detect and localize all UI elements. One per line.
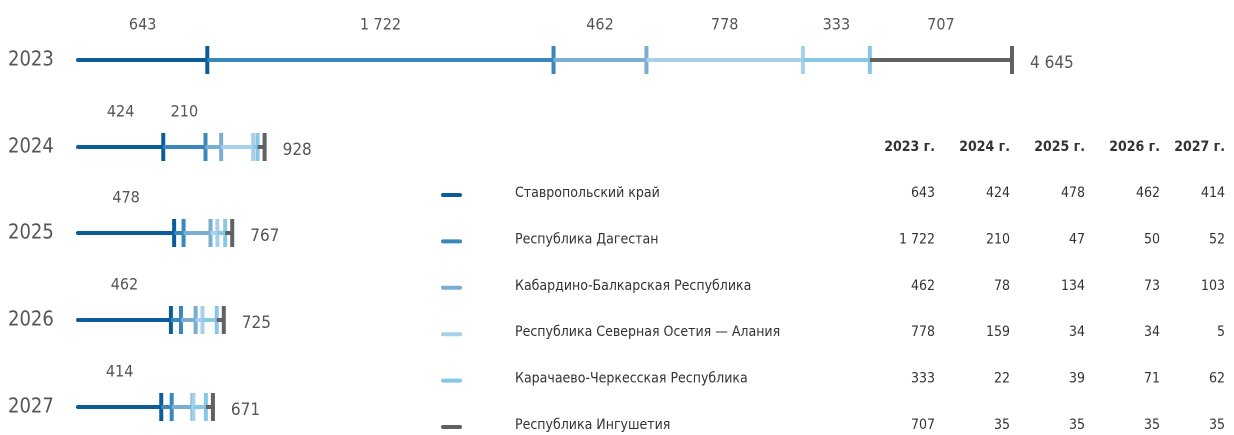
year-label: 2023 xyxy=(8,47,54,71)
table-cell: 462 xyxy=(911,278,935,294)
segment-label: 478 xyxy=(112,188,139,207)
segment-label: 333 xyxy=(823,15,850,34)
table-cell: 134 xyxy=(1061,278,1085,294)
table-cell: 52 xyxy=(1209,231,1225,247)
legend-label: Ставропольский край xyxy=(515,185,660,201)
total-label: 725 xyxy=(242,313,271,333)
year-label: 2025 xyxy=(8,220,54,244)
total-label: 671 xyxy=(231,400,260,420)
table-cell: 333 xyxy=(911,371,935,387)
table-cell: 62 xyxy=(1209,371,1225,387)
table-cell: 210 xyxy=(986,231,1010,247)
table-header: 2025 г. xyxy=(1034,139,1085,155)
table-cell: 5 xyxy=(1217,324,1225,340)
year-label: 2027 xyxy=(8,394,54,418)
table-cell: 39 xyxy=(1069,371,1085,387)
table-cell: 22 xyxy=(994,371,1010,387)
table-cell: 73 xyxy=(1144,278,1160,294)
table-cell: 159 xyxy=(986,324,1010,340)
table-cell: 34 xyxy=(1069,324,1085,340)
segment-label: 643 xyxy=(129,15,156,34)
year-label: 2024 xyxy=(8,134,54,158)
segment-label: 778 xyxy=(711,15,738,34)
legend-label: Республика Дагестан xyxy=(515,231,658,247)
total-label: 4 645 xyxy=(1030,53,1074,73)
table-cell: 35 xyxy=(1069,417,1085,433)
table-cell: 424 xyxy=(986,185,1010,201)
table-header: 2027 г. xyxy=(1174,139,1225,155)
table-cell: 35 xyxy=(1209,417,1225,433)
table-cell: 50 xyxy=(1144,231,1160,247)
legend-label: Республика Северная Осетия — Алания xyxy=(515,324,780,340)
table-header: 2024 г. xyxy=(959,139,1010,155)
table-cell: 71 xyxy=(1144,371,1160,387)
table-header: 2023 г. xyxy=(884,139,935,155)
segment-label: 414 xyxy=(106,362,133,381)
table-header: 2026 г. xyxy=(1109,139,1160,155)
table-cell: 414 xyxy=(1201,185,1225,201)
legend-label: Карачаево-Черкесская Республика xyxy=(515,371,748,387)
segment-label: 210 xyxy=(171,102,198,121)
segment-label: 424 xyxy=(107,102,134,121)
year-label: 2026 xyxy=(8,307,54,331)
table-cell: 478 xyxy=(1061,185,1085,201)
table-cell: 47 xyxy=(1069,231,1085,247)
segment-label: 462 xyxy=(111,275,138,294)
table-cell: 103 xyxy=(1201,278,1225,294)
segment-label: 707 xyxy=(927,15,954,34)
table-cell: 35 xyxy=(1144,417,1160,433)
table-cell: 78 xyxy=(994,278,1010,294)
legend-label: Кабардино-Балкарская Республика xyxy=(515,278,751,294)
table-cell: 35 xyxy=(994,417,1010,433)
total-label: 928 xyxy=(283,140,312,160)
segment-label: 462 xyxy=(586,15,613,34)
table-cell: 1 722 xyxy=(899,231,935,247)
total-label: 767 xyxy=(250,226,279,246)
table-cell: 707 xyxy=(911,417,935,433)
table-cell: 643 xyxy=(911,185,935,201)
legend-label: Республика Ингушетия xyxy=(515,417,670,433)
table-cell: 778 xyxy=(911,324,935,340)
table-cell: 34 xyxy=(1144,324,1160,340)
segment-label: 1 722 xyxy=(360,15,401,34)
table-cell: 462 xyxy=(1136,185,1160,201)
